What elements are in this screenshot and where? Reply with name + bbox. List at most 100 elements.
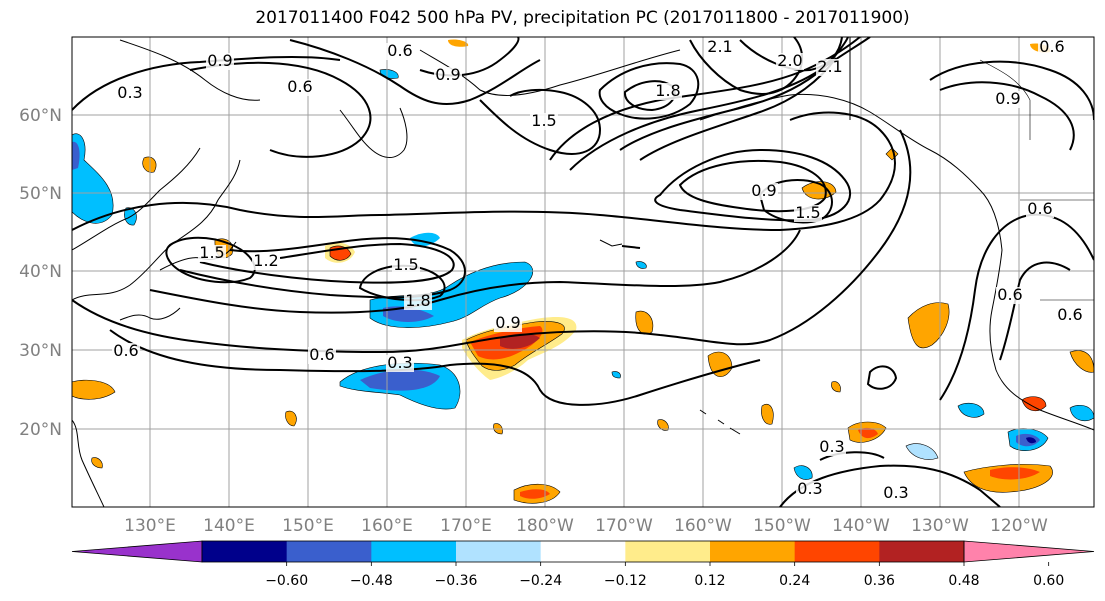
- lon-tick-label: 120°W: [990, 516, 1048, 536]
- contour-label: 1.5: [199, 243, 224, 262]
- pv-contour: [72, 55, 341, 111]
- pv-contour: [866, 365, 898, 390]
- precip-blob: [907, 302, 950, 349]
- pv-contour: [939, 81, 1075, 151]
- contour-label: 0.3: [117, 83, 142, 102]
- colorbar-segment: [879, 541, 965, 562]
- coastline-hawaii: [699, 409, 741, 435]
- lat-tick-label: 40°N: [19, 262, 62, 282]
- precip-blob: [611, 371, 621, 379]
- contour-label-bg: [434, 67, 462, 84]
- contour-label: 0.9: [995, 89, 1020, 108]
- contour-label-bg: [816, 59, 844, 76]
- contour-label: 0.6: [113, 341, 138, 360]
- lon-tick-label: 170°E: [440, 516, 492, 536]
- precip-blob: [72, 379, 116, 400]
- coastline-philippines: [72, 419, 105, 507]
- lat-tick-label: 20°N: [19, 420, 62, 440]
- contour-label-bg: [776, 53, 804, 70]
- precip-blob: [142, 156, 157, 173]
- precip-blob: [793, 465, 813, 480]
- coastline-aleutians: [599, 239, 623, 247]
- pv-contour: [72, 111, 896, 232]
- lon-tick-label: 170°W: [595, 516, 653, 536]
- pv-contour: [598, 62, 700, 120]
- map-background: [72, 37, 1094, 507]
- colorbar-label: 0.36: [864, 573, 895, 589]
- colorbar-segment: [794, 541, 880, 562]
- contour-label-bg: [994, 91, 1022, 108]
- pv-contours: [72, 37, 1094, 507]
- coastline-kamchatka: [339, 107, 408, 158]
- pv-contour: [189, 61, 372, 158]
- contour-label: 0.9: [751, 181, 776, 200]
- contour-label: 1.8: [655, 81, 680, 100]
- lat-tick-label: 60°N: [19, 106, 62, 126]
- colorbar-label: 0.48: [948, 573, 979, 589]
- pv-contour: [549, 37, 861, 161]
- contour-label: 1.5: [531, 111, 556, 130]
- contour-label: 0.6: [1039, 37, 1064, 56]
- province-border: [979, 59, 1031, 140]
- contour-labels: 0.9 0.6 0.3 0.6 0.9 2.1 2.0 2.1 1.8 1.5 0.9 0.9 1.5 0…: [112, 37, 1084, 502]
- colorbar-label: −0.48: [350, 573, 393, 589]
- precip-blob: [448, 39, 469, 47]
- pv-contour: [819, 451, 885, 461]
- precip-blob: [360, 369, 440, 391]
- precip-blob: [91, 457, 103, 469]
- precip-blob: [957, 402, 985, 418]
- contour-label: 2.1: [707, 37, 732, 56]
- lon-tick-label: 180°W: [516, 516, 574, 536]
- contour-label-bg: [1056, 307, 1084, 324]
- pv-contour: [654, 148, 851, 222]
- contour-label: 0.9: [207, 51, 232, 70]
- precip-blob: [520, 489, 550, 499]
- contour-label: 0.3: [797, 479, 822, 498]
- contour-label: 1.5: [795, 203, 820, 222]
- lon-tick-label: 130°W: [911, 516, 969, 536]
- pv-contour: [165, 236, 256, 284]
- pv-contour: [639, 57, 837, 161]
- contour-label: 2.0: [777, 51, 802, 70]
- contour-label-bg: [654, 83, 682, 100]
- contour-label-bg: [198, 245, 226, 262]
- pv-contour: [939, 213, 1094, 401]
- contour-label: 0.3: [387, 353, 412, 372]
- contour-label-bg: [392, 257, 420, 274]
- colorbar-label: −0.12: [604, 573, 647, 589]
- colorbar: −0.60 −0.48 −0.36 −0.24 −0.12 0.12 0.24 0.36 0.4…: [71, 540, 1095, 589]
- precip-blob: [500, 333, 540, 349]
- lon-tick-label: 160°E: [361, 516, 413, 536]
- contour-label-bg: [386, 355, 414, 372]
- pv-contour: [999, 261, 1071, 361]
- contour-label: 0.6: [997, 285, 1022, 304]
- lon-tick-label: 160°W: [674, 516, 732, 536]
- contour-label-bg: [750, 183, 778, 200]
- precip-blob: [285, 410, 297, 427]
- pv-contour: [149, 229, 801, 314]
- precip-blob: [1069, 350, 1094, 373]
- coastline-siberia: [119, 39, 261, 101]
- pv-contour: [619, 37, 849, 151]
- coastline-namerica: [989, 249, 1094, 431]
- colorbar-label: −0.24: [519, 573, 562, 589]
- contour-label: 0.3: [819, 437, 844, 456]
- contour-label: 0.3: [883, 483, 908, 502]
- precip-blob: [72, 141, 80, 170]
- colorbar-outline: [201, 540, 965, 563]
- pv-contour: [623, 80, 676, 112]
- contour-label: 0.6: [309, 345, 334, 364]
- contour-label-bg: [252, 253, 280, 270]
- colorbar-segment: [286, 541, 372, 562]
- lon-tick-label: 130°E: [124, 516, 176, 536]
- colorbar-label: −0.60: [265, 573, 308, 589]
- precip-blob: [905, 443, 939, 460]
- colorbar-segment: [710, 541, 796, 562]
- contour-label: 0.6: [1057, 305, 1082, 324]
- colorbar-segment: [625, 541, 711, 562]
- precip-blob: [657, 419, 669, 431]
- precip-blob: [990, 467, 1040, 480]
- contour-label-bg: [206, 53, 234, 70]
- coastline-japan: [119, 307, 181, 321]
